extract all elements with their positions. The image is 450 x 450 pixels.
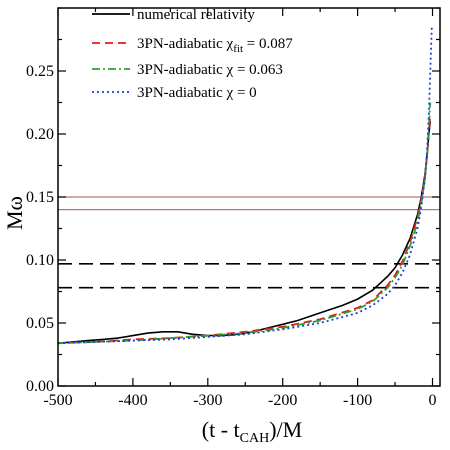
y-tick-label: 0.00 [26, 378, 54, 395]
x-tick-label: -500 [43, 392, 72, 409]
series-line-2 [57, 102, 432, 345]
legend-label-chi-0063: 3PN-adiabatic χ = 0.063 [137, 62, 283, 78]
reference-lines [58, 196, 440, 289]
x-axis-label: (t - tCAH)/M [202, 417, 302, 446]
legend: numerical relativity 3PN-adiabatic χfit … [92, 7, 293, 101]
series-layer [57, 26, 433, 345]
ticks-layer: -500 -400 -300 -200 -100 0 0.00 0.05 0.10 0.15 0.2… [26, 7, 440, 409]
x-tick-label: -400 [118, 392, 147, 409]
y-tick-label: 0.05 [26, 315, 54, 332]
x-tick-label: 0 [429, 392, 437, 409]
y-axis-label: Mω [2, 196, 27, 230]
legend-label-numerical-relativity: numerical relativity [137, 7, 255, 23]
x-tick-label: -100 [343, 392, 372, 409]
legend-label-chi-fit: 3PN-adiabatic χfit = 0.087 [137, 36, 293, 55]
y-tick-label: 0.15 [26, 189, 54, 206]
series-line-1 [57, 115, 432, 345]
legend-label-chi-0: 3PN-adiabatic χ = 0 [137, 85, 257, 101]
y-tick-label: 0.10 [26, 252, 54, 269]
y-tick-label: 0.20 [26, 126, 54, 143]
series-line-0 [57, 121, 432, 344]
x-tick-label: -300 [193, 392, 222, 409]
y-tick-label: 0.25 [26, 63, 54, 80]
x-tick-label: -200 [268, 392, 297, 409]
